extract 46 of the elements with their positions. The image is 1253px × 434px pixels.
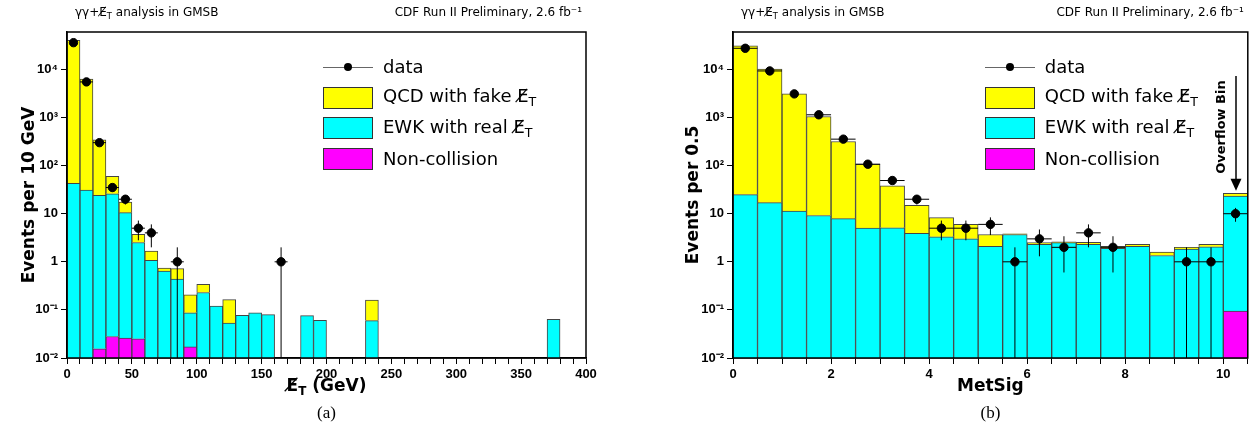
y-tick-label: 1 (50, 253, 58, 269)
chart-subtitle: CDF Run II Preliminary, 2.6 fb⁻¹ (1056, 5, 1244, 20)
legend-label: QCD with fake E̸$_{T}$ (383, 85, 537, 109)
x-tick-label: 250 (380, 366, 403, 382)
y-tick-label: 10³ (39, 109, 59, 125)
text: (a) (317, 403, 336, 423)
x-tick-label: 400 (575, 366, 597, 382)
legend-label: EWK with real E̸$_{T}$ (1044, 115, 1195, 140)
y-tick-label: 10⁻² (701, 349, 725, 365)
legend-label: data (383, 56, 424, 78)
y-tick-label: 10³ (705, 109, 725, 125)
chart-title: γγ+E̸$_{T}$ analysis in GMSB (741, 5, 885, 21)
x-tick-label: 0 (63, 366, 71, 382)
legend-label: Non-collision (383, 147, 499, 169)
legend-label: data (1044, 56, 1086, 78)
legend-label: Non-collision (1044, 147, 1160, 169)
y-tick-label: 1 (716, 253, 724, 269)
x-tick-label: 100 (185, 366, 208, 382)
y-tick-label: 10⁻¹ (701, 301, 724, 317)
legend-label: EWK with real E̸$_{T}$ (383, 115, 533, 140)
text: (b) (980, 403, 1001, 423)
x-tick-label: 350 (510, 366, 532, 382)
y-tick-label: 10² (705, 157, 725, 173)
x-tick-label: 6 (1023, 366, 1031, 382)
x-tick-label: 2 (827, 366, 835, 382)
x-tick-label: 50 (124, 366, 140, 382)
y-tick-label: 10² (39, 157, 59, 173)
annotation: Overflow Bin (1212, 80, 1228, 175)
x-tick-label: 300 (445, 366, 468, 382)
y-tick-label: 10⁴ (37, 61, 58, 76)
x-tick-label: 4 (925, 366, 934, 382)
x-tick-label: 150 (250, 366, 273, 382)
chart-subtitle: CDF Run II Preliminary, 2.6 fb⁻¹ (394, 5, 582, 20)
y-axis-title: Events per 0.5 (681, 125, 702, 265)
x-axis-title: MetSig (956, 375, 1024, 395)
y-tick-label: 10 (709, 205, 724, 221)
x-tick-label: 0 (729, 366, 737, 382)
x-tick-label: 8 (1121, 366, 1129, 382)
y-tick-label: 10⁴ (703, 61, 724, 76)
y-tick-label: 10 (43, 205, 58, 221)
y-tick-label: 10⁻² (35, 349, 59, 365)
chart-title: γγ+E̸$_{T}$ analysis in GMSB (75, 5, 219, 21)
x-tick-label: 10 (1216, 366, 1231, 382)
y-tick-label: 10⁻¹ (35, 301, 58, 317)
y-axis-title: Events per 10 GeV (17, 106, 38, 284)
legend-label: QCD with fake E̸$_{T}$ (1044, 85, 1199, 109)
